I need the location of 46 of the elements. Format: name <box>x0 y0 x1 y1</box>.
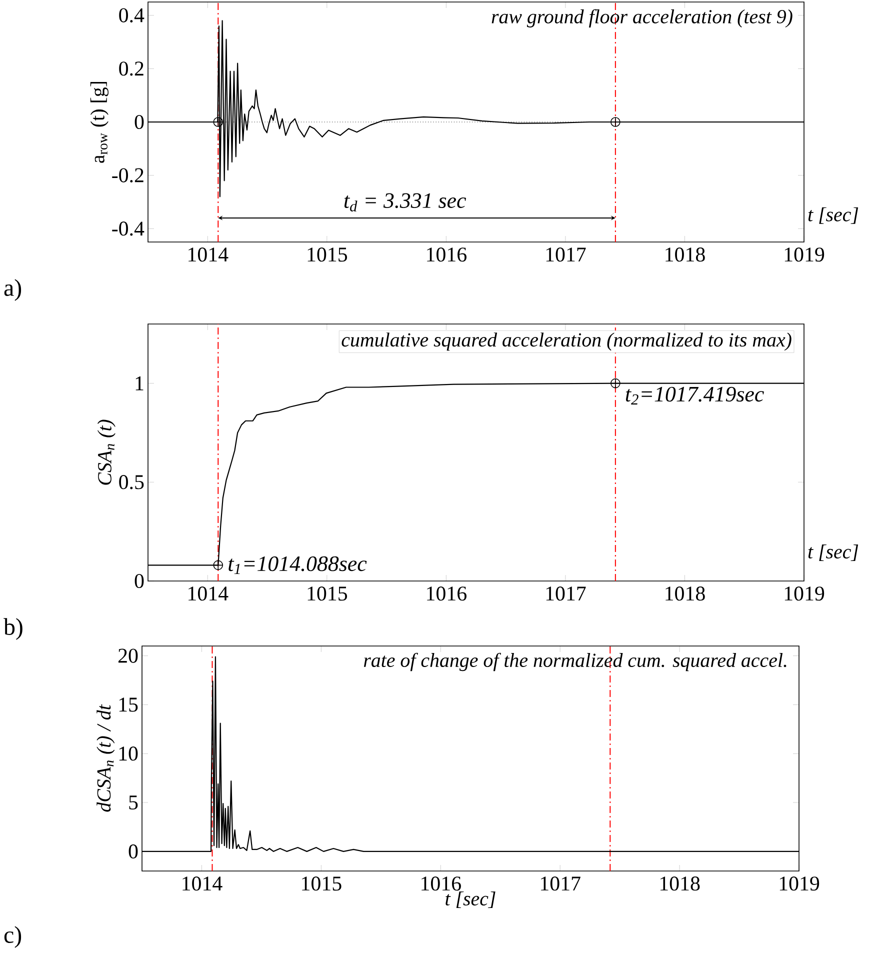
x-tick-label: 1016 <box>427 586 466 601</box>
x-tick-label: 1019 <box>784 248 824 262</box>
x-tick-label: 1014 <box>188 586 228 601</box>
x-axis-title: t [sec] <box>446 891 496 908</box>
x-tick-label: 1015 <box>302 876 342 891</box>
x-tick-label: 1018 <box>660 876 700 891</box>
x-tick-label: 1019 <box>780 876 820 891</box>
x-axis-title: t [sec] <box>808 544 858 561</box>
y-tick-label: 0.2 <box>119 62 144 76</box>
y-axis-title: CSA$_{n}$ (t) <box>97 420 116 485</box>
x-tick-label: 1017 <box>546 586 586 601</box>
text: b) <box>4 618 22 640</box>
y-tick-label: -0.4 <box>112 222 144 236</box>
y-tick-label: 0 <box>134 114 144 130</box>
x-tick-label: 1019 <box>784 586 824 601</box>
text: c) <box>4 926 22 948</box>
y-tick-label: 5 <box>129 796 138 810</box>
x-tick-label: 1017 <box>541 876 580 891</box>
x-tick-label: 1016 <box>422 876 461 891</box>
x-tick-label: 1017 <box>546 248 586 262</box>
y-tick-label: 20 <box>118 648 138 663</box>
x-tick-label: 1018 <box>666 248 705 262</box>
y-tick-label: 15 <box>119 698 138 712</box>
chart-title: rate of change of the normalized cum. squared accel. <box>364 652 786 672</box>
y-tick-label: 0 <box>128 844 138 858</box>
annotation: t$_{2}$=1017.419sec <box>626 386 764 404</box>
y-tick-label: 0.5 <box>119 475 144 490</box>
y-axis-title: a$_{row}$ (t) [g] <box>90 82 109 163</box>
y-axis-title: dCSA$_{n}$ (t) / dt <box>96 704 115 812</box>
y-tick-label: 0.4 <box>119 8 144 22</box>
x-tick-label: 1015 <box>308 248 348 262</box>
x-tick-label: 1018 <box>666 586 705 601</box>
x-tick-label: 1014 <box>182 876 222 891</box>
x-axis-title: t [sec] <box>808 207 858 224</box>
y-tick-label: 1 <box>136 376 144 390</box>
annotation: t$_{1}$=1014.088sec <box>228 556 367 574</box>
annotation: t$_{d}$ = 3.331 sec <box>344 193 466 212</box>
y-tick-label: 0 <box>134 574 144 588</box>
x-tick-label: 1015 <box>308 586 348 601</box>
chart-title: raw ground floor acceleration (test 9) <box>492 9 792 28</box>
y-tick-label: 10 <box>119 746 138 761</box>
x-tick-label: 1016 <box>427 248 466 262</box>
y-tick-label: -0.2 <box>112 168 144 182</box>
text: a) <box>4 279 22 301</box>
chart-title: cumulative squared acceleration (normalized to its max) <box>342 332 792 351</box>
x-tick-label: 1014 <box>188 248 228 262</box>
